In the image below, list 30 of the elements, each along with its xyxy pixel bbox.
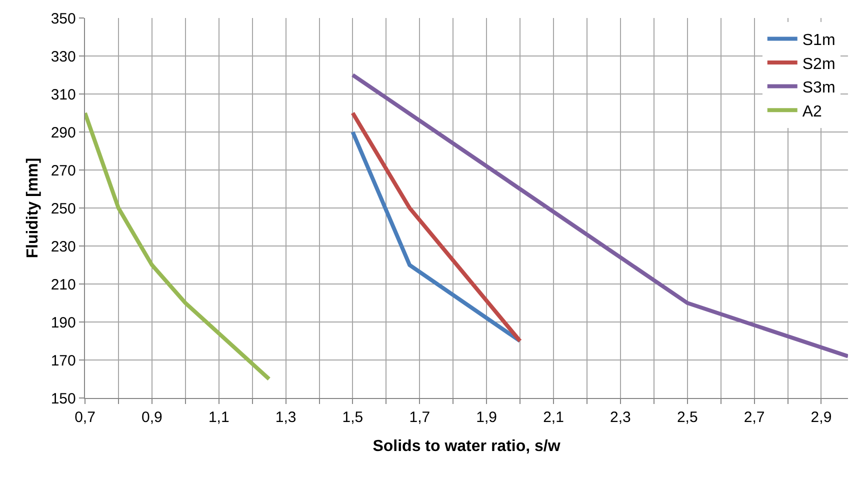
x-tick-label: 0,9 xyxy=(142,409,162,426)
x-tick-label: 2,3 xyxy=(610,409,631,426)
x-tick-label: 1,7 xyxy=(409,409,430,426)
y-tick-label: 210 xyxy=(50,276,76,294)
x-tick-label: 0,7 xyxy=(74,409,96,426)
y-tick-label: 270 xyxy=(50,162,76,180)
y-tick-label: 170 xyxy=(50,352,76,370)
legend-label: S1m xyxy=(802,32,836,49)
x-axis-title: Solids to water ratio, s/w xyxy=(372,438,561,455)
legend-label: S2m xyxy=(802,56,836,73)
x-tick-label: 1,5 xyxy=(342,409,364,426)
x-tick-label: 2,9 xyxy=(810,409,832,426)
legend-label: A2 xyxy=(802,103,822,120)
y-tick-label: 230 xyxy=(50,238,76,256)
y-tick-label: 290 xyxy=(50,124,76,142)
y-tick-label: 310 xyxy=(50,86,76,104)
y-tick-label: 330 xyxy=(50,48,76,66)
y-tick-label: 190 xyxy=(50,314,76,332)
x-tick-label: 2,7 xyxy=(744,409,765,426)
y-tick-label: 150 xyxy=(50,390,76,408)
line-series xyxy=(85,111,272,381)
y-axis-title: Fluidity [mm] xyxy=(24,158,42,258)
x-tick-label: 2,5 xyxy=(676,409,698,426)
x-tick-label: 1,9 xyxy=(476,409,498,426)
legend-label: S3m xyxy=(802,80,836,97)
y-tick-label: 250 xyxy=(50,200,76,218)
x-tick-label: 1,1 xyxy=(208,409,230,426)
y-tick-label: 350 xyxy=(50,10,76,28)
x-tick-label: 2,1 xyxy=(543,409,564,426)
x-tick-label: 1,3 xyxy=(275,409,296,426)
